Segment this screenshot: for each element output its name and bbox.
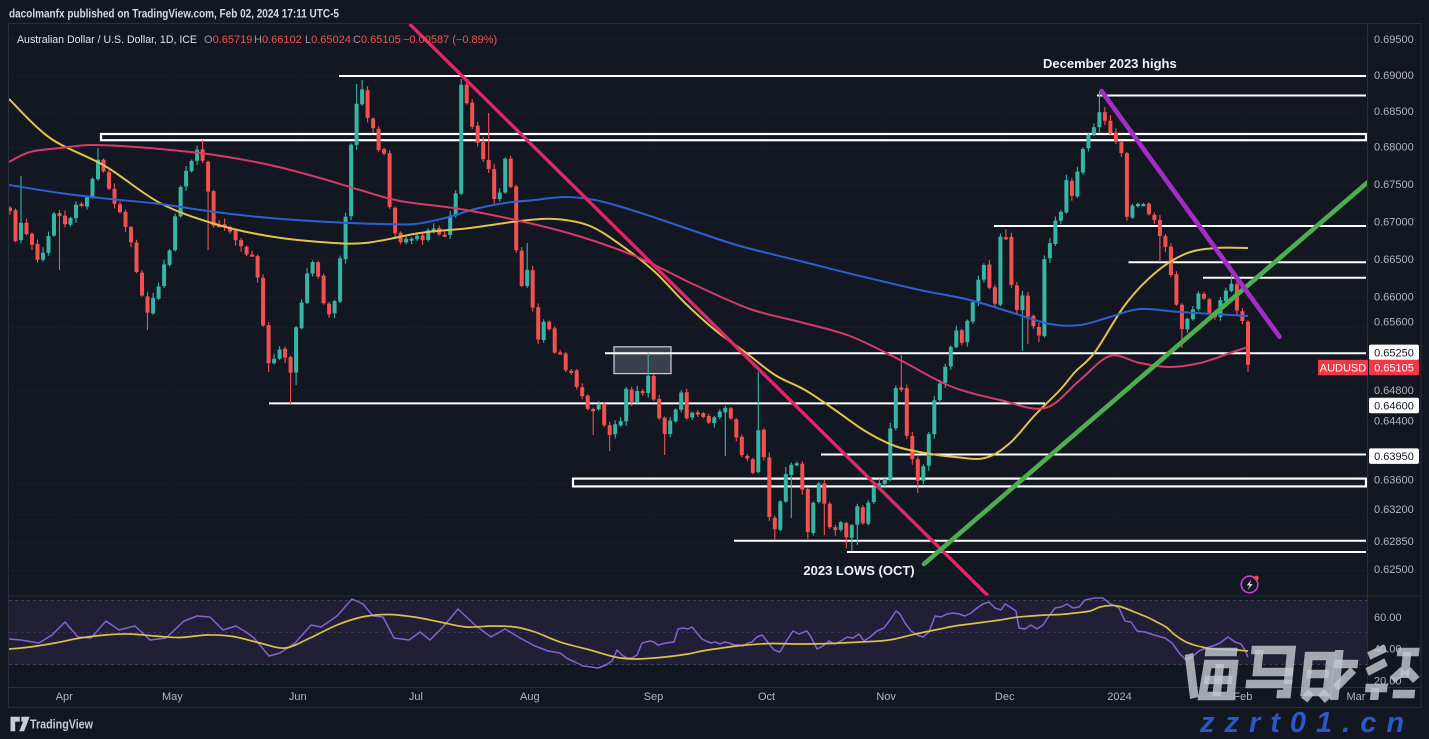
svg-text:AUDUSD: AUDUSD <box>1320 363 1367 375</box>
svg-text:Jun: Jun <box>289 691 307 703</box>
svg-text:Australian Dollar / U.S. Dolla: Australian Dollar / U.S. Dollar, 1D, ICE <box>17 34 197 46</box>
svg-text:0.66500: 0.66500 <box>1374 254 1414 266</box>
svg-text:2024: 2024 <box>1107 691 1131 703</box>
svg-text:0.69000: 0.69000 <box>1374 70 1414 82</box>
svg-text:Jul: Jul <box>409 691 423 703</box>
svg-text:Oct: Oct <box>758 691 775 703</box>
svg-text:Nov: Nov <box>876 691 896 703</box>
svg-text:0.65105: 0.65105 <box>1374 363 1414 375</box>
svg-text:zzrt01.cn: zzrt01.cn <box>1199 707 1414 739</box>
svg-text:December 2023 highs: December 2023 highs <box>1043 56 1177 71</box>
svg-text:0.63200: 0.63200 <box>1374 504 1414 516</box>
svg-text:0.65250: 0.65250 <box>1374 347 1414 359</box>
svg-text:60.00: 60.00 <box>1374 612 1402 624</box>
svg-text:TradingView: TradingView <box>30 717 94 732</box>
svg-text:0.68500: 0.68500 <box>1374 106 1414 118</box>
svg-text:Mar: Mar <box>1347 691 1366 703</box>
svg-text:0.65600: 0.65600 <box>1374 317 1414 329</box>
svg-text:0.67500: 0.67500 <box>1374 179 1414 191</box>
svg-text:O0.65719: O0.65719 <box>204 34 252 46</box>
svg-text:Apr: Apr <box>56 691 73 703</box>
svg-text:Sep: Sep <box>644 691 664 703</box>
svg-text:Feb: Feb <box>1233 691 1252 703</box>
svg-text:H0.66102: H0.66102 <box>254 34 302 46</box>
svg-text:Dec: Dec <box>995 691 1015 703</box>
svg-text:L0.65024: L0.65024 <box>305 34 351 46</box>
svg-text:0.63600: 0.63600 <box>1374 475 1414 487</box>
svg-text:−0.00587 (−0.89%): −0.00587 (−0.89%) <box>403 34 497 46</box>
svg-text:dacolmanfx published on Tradin: dacolmanfx published on TradingView.com,… <box>9 9 340 21</box>
svg-text:0.62850: 0.62850 <box>1374 536 1414 548</box>
svg-text:0.67000: 0.67000 <box>1374 217 1414 229</box>
svg-text:0.62500: 0.62500 <box>1374 564 1414 576</box>
svg-text:0.66000: 0.66000 <box>1374 292 1414 304</box>
svg-text:0.63950: 0.63950 <box>1374 451 1414 463</box>
svg-text:0.68000: 0.68000 <box>1374 142 1414 154</box>
svg-text:May: May <box>162 691 183 703</box>
svg-text:0.69500: 0.69500 <box>1374 34 1414 46</box>
svg-text:2023 LOWS (OCT): 2023 LOWS (OCT) <box>803 563 914 578</box>
svg-text:0.64400: 0.64400 <box>1374 416 1414 428</box>
svg-text:0.64800: 0.64800 <box>1374 385 1414 397</box>
svg-text:C0.65105: C0.65105 <box>353 34 401 46</box>
svg-text:Aug: Aug <box>520 691 540 703</box>
svg-text:0.64600: 0.64600 <box>1374 401 1414 413</box>
